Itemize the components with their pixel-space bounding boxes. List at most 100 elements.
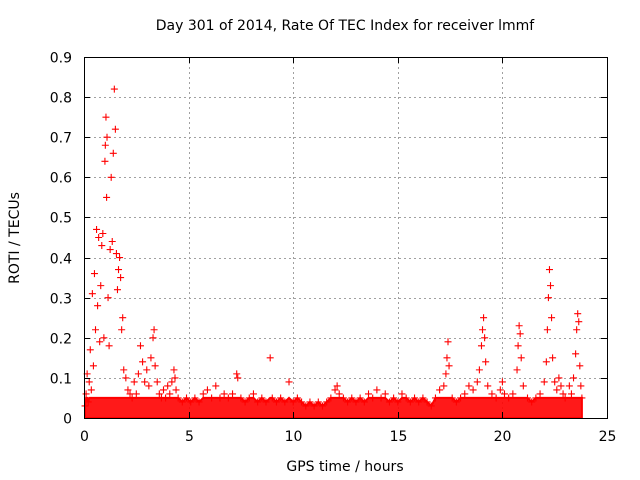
data-point bbox=[570, 374, 578, 382]
data-point bbox=[95, 234, 103, 241]
data-point bbox=[473, 378, 481, 386]
data-point bbox=[528, 398, 536, 406]
data-point bbox=[427, 402, 435, 410]
y-tick-label: 0.5 bbox=[50, 211, 72, 227]
axis-ticks bbox=[84, 57, 608, 419]
data-point bbox=[112, 250, 120, 258]
data-point bbox=[479, 326, 487, 334]
data-point bbox=[101, 141, 109, 149]
data-point bbox=[119, 314, 127, 322]
data-point bbox=[480, 314, 488, 322]
data-point bbox=[195, 398, 203, 406]
data-point bbox=[203, 386, 211, 394]
data-point bbox=[436, 386, 444, 394]
data-point bbox=[103, 133, 111, 141]
data-point bbox=[268, 394, 276, 402]
gridlines bbox=[84, 57, 607, 418]
data-point bbox=[477, 342, 485, 350]
x-tick-label: 5 bbox=[185, 429, 194, 445]
data-point bbox=[258, 394, 266, 402]
data-point bbox=[402, 394, 410, 402]
data-point bbox=[174, 394, 182, 402]
y-tick-label: 0.9 bbox=[50, 51, 72, 67]
data-point bbox=[88, 290, 96, 298]
data-point bbox=[229, 390, 237, 398]
data-point bbox=[155, 390, 163, 398]
data-point bbox=[150, 326, 158, 334]
data-point bbox=[82, 390, 90, 398]
data-point bbox=[102, 113, 110, 121]
data-point bbox=[237, 394, 245, 402]
data-point bbox=[101, 157, 109, 165]
data-point bbox=[151, 362, 159, 370]
data-point bbox=[105, 342, 113, 350]
data-point bbox=[445, 362, 453, 370]
data-point bbox=[457, 394, 465, 402]
data-point bbox=[212, 382, 220, 390]
data-point bbox=[323, 398, 331, 406]
data-point bbox=[147, 354, 155, 362]
y-tick-label: 0 bbox=[63, 412, 72, 428]
x-axis-label: GPS time / hours bbox=[286, 459, 403, 475]
data-point bbox=[517, 354, 525, 362]
data-point bbox=[505, 394, 513, 402]
data-point bbox=[149, 334, 157, 342]
data-point bbox=[241, 398, 249, 406]
dense-band-area bbox=[84, 396, 583, 419]
data-point bbox=[298, 398, 306, 406]
data-point bbox=[567, 390, 575, 398]
data-point bbox=[348, 394, 356, 402]
data-point bbox=[575, 318, 583, 326]
data-point bbox=[547, 282, 555, 290]
data-point bbox=[187, 398, 195, 406]
data-point bbox=[514, 342, 522, 350]
y-axis-label: ROTI / TECUs bbox=[7, 192, 23, 284]
data-point bbox=[132, 390, 140, 398]
data-point bbox=[245, 394, 253, 402]
data-point bbox=[183, 394, 191, 402]
data-point bbox=[513, 366, 521, 374]
data-point bbox=[500, 390, 508, 398]
x-tick-label: 0 bbox=[80, 429, 89, 445]
data-point bbox=[544, 294, 552, 302]
data-point bbox=[398, 390, 406, 398]
data-point bbox=[191, 394, 199, 402]
data-point bbox=[104, 294, 112, 302]
data-point bbox=[87, 386, 95, 394]
data-point bbox=[113, 286, 121, 294]
y-tick-label: 0.2 bbox=[50, 332, 72, 348]
data-point bbox=[86, 346, 94, 354]
data-point bbox=[171, 374, 179, 382]
data-point bbox=[440, 382, 448, 390]
data-point bbox=[134, 370, 142, 378]
data-point bbox=[164, 382, 172, 390]
data-point bbox=[272, 398, 280, 406]
chart-title: Day 301 of 2014, Rate Of TEC Index for r… bbox=[156, 18, 536, 34]
data-point bbox=[199, 390, 207, 398]
data-point bbox=[128, 394, 136, 402]
data-point bbox=[452, 398, 460, 406]
data-point bbox=[498, 378, 506, 386]
data-point bbox=[81, 402, 89, 410]
data-point bbox=[99, 229, 107, 237]
data-point bbox=[220, 390, 228, 398]
data-point bbox=[162, 394, 170, 402]
data-point bbox=[293, 394, 301, 402]
data-point bbox=[492, 394, 500, 402]
data-point bbox=[172, 386, 180, 394]
data-point bbox=[352, 398, 360, 406]
data-point bbox=[543, 326, 551, 334]
data-point bbox=[166, 390, 174, 398]
data-point bbox=[327, 394, 335, 402]
data-point bbox=[109, 149, 117, 157]
data-point bbox=[515, 322, 523, 330]
x-tick-label: 15 bbox=[390, 429, 408, 445]
data-point bbox=[557, 382, 565, 390]
data-point bbox=[170, 366, 178, 374]
data-point bbox=[94, 302, 102, 310]
data-point bbox=[411, 394, 419, 402]
data-point bbox=[542, 358, 550, 366]
data-point bbox=[100, 334, 108, 342]
data-point bbox=[574, 310, 582, 318]
data-point bbox=[442, 370, 450, 378]
